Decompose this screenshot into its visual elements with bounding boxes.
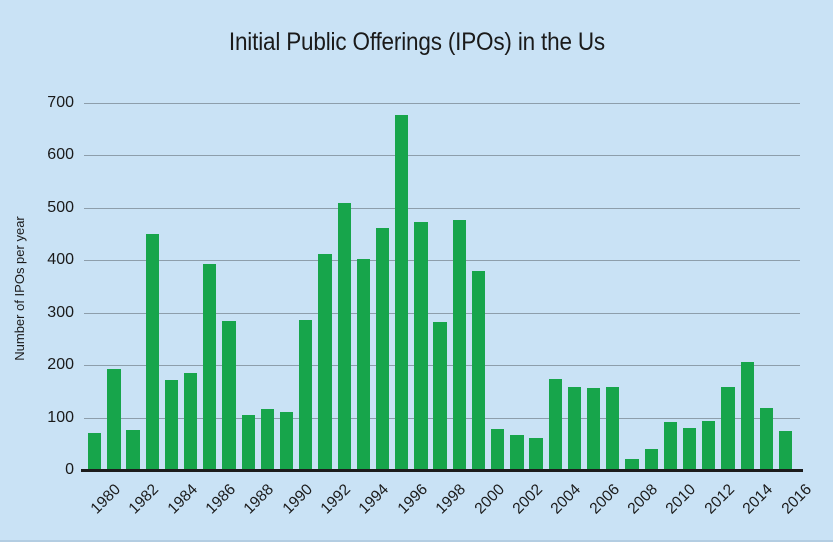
- x-tick-label-1990: 1990: [279, 481, 316, 518]
- bar-1984: [164, 380, 179, 470]
- y-tick-label-100: 100: [47, 409, 74, 426]
- figure-bottom-edge: [0, 540, 833, 542]
- x-axis-line: [81, 469, 803, 472]
- x-tick-label-2014: 2014: [739, 481, 777, 518]
- bar-2014: [740, 362, 754, 470]
- bar-1985: [183, 372, 198, 470]
- x-tick-label-1992: 1992: [317, 481, 355, 518]
- bar-1999: [452, 220, 466, 470]
- x-tick-label-1996: 1996: [394, 481, 431, 518]
- bar-1998: [433, 321, 447, 470]
- bar-1983: [145, 233, 159, 470]
- y-tick-label-200: 200: [47, 356, 74, 373]
- chart-title: Initial Public Offerings (IPOs) in the U…: [228, 28, 605, 56]
- bar-1982: [126, 429, 140, 470]
- y-tick-label-300: 300: [47, 304, 74, 321]
- bar-2005: [567, 386, 582, 470]
- gridline-700: [84, 103, 800, 104]
- x-tick-label-1988: 1988: [240, 481, 278, 518]
- bar-2013: [721, 387, 735, 470]
- y-tick-label-600: 600: [47, 146, 74, 163]
- bar-1980: [88, 432, 102, 470]
- y-tick-label-500: 500: [47, 199, 74, 216]
- bar-2006: [586, 387, 601, 470]
- bar-1989: [260, 409, 275, 470]
- bar-2007: [606, 386, 620, 470]
- x-tick-label-1998: 1998: [432, 481, 470, 518]
- y-tick-label-0: 0: [65, 461, 74, 478]
- bar-2004: [548, 378, 562, 470]
- x-tick-label-2004: 2004: [547, 481, 585, 518]
- x-tick-label-1994: 1994: [356, 481, 393, 518]
- x-tick-label-2008: 2008: [624, 481, 662, 518]
- x-tick-label-2012: 2012: [701, 481, 738, 518]
- bar-1993: [337, 202, 351, 470]
- x-tick-label-2006: 2006: [586, 481, 623, 518]
- x-tick-label-2000: 2000: [471, 481, 508, 518]
- bar-1996: [395, 115, 409, 470]
- bar-2011: [682, 427, 697, 470]
- x-tick-label-1986: 1986: [202, 481, 239, 518]
- gridline-600: [84, 155, 800, 156]
- bar-2009: [644, 448, 658, 470]
- bar-2015: [759, 408, 774, 470]
- y-tick-label-700: 700: [47, 94, 74, 111]
- bar-1981: [107, 369, 121, 470]
- chart-title-container: Initial Public Offerings (IPOs) in the U…: [0, 28, 833, 57]
- x-tick-label-2002: 2002: [509, 481, 546, 518]
- gridline-300: [84, 313, 800, 314]
- x-tick-label-1982: 1982: [125, 481, 163, 518]
- bar-1987: [222, 320, 236, 470]
- bar-2008: [625, 459, 639, 470]
- bar-2012: [702, 421, 716, 470]
- bar-1991: [299, 320, 313, 470]
- bar-1990: [279, 412, 294, 470]
- bar-1995: [375, 228, 390, 470]
- bar-2003: [529, 437, 543, 470]
- bar-1988: [241, 414, 255, 470]
- gridline-400: [84, 260, 800, 261]
- bar-1994: [356, 258, 371, 470]
- x-tick-label-1984: 1984: [164, 481, 201, 518]
- y-tick-label-400: 400: [47, 251, 74, 268]
- x-tick-label-1980: 1980: [87, 481, 124, 518]
- bar-1997: [414, 221, 428, 470]
- bar-1992: [318, 254, 332, 470]
- bar-1986: [203, 264, 217, 470]
- bar-2010: [663, 422, 678, 470]
- bar-2001: [491, 428, 505, 470]
- x-tick-label-2016: 2016: [778, 481, 815, 518]
- x-tick-label-2010: 2010: [663, 481, 700, 518]
- bar-2016: [778, 430, 793, 470]
- bar-2002: [510, 435, 524, 470]
- gridline-500: [84, 208, 800, 209]
- bar-2000: [471, 270, 486, 470]
